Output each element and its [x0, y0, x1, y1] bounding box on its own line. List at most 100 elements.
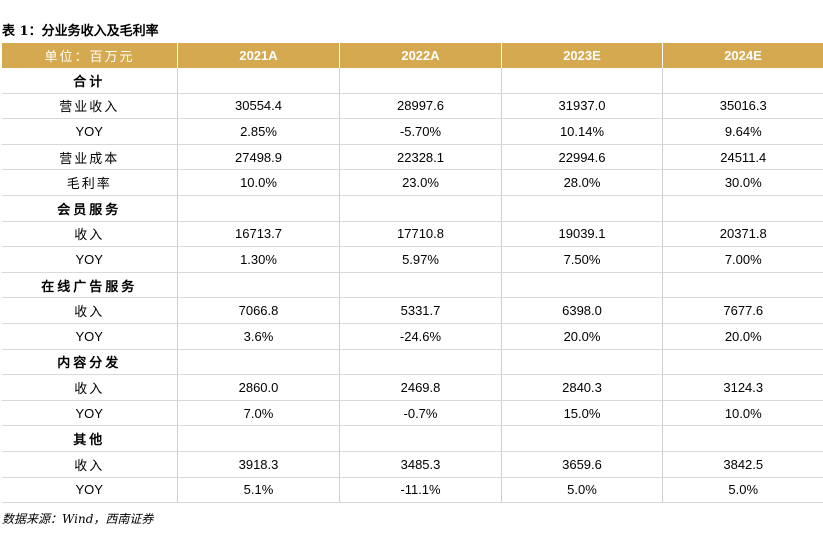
value-cell: [177, 68, 340, 94]
section-row: 内容分发: [1, 349, 823, 376]
row-label: 营业收入: [1, 93, 178, 120]
table-caption: 表 1：分业务收入及毛利率: [2, 24, 159, 39]
value-cell: [501, 68, 663, 94]
clipped-top-text: [0, 0, 823, 6]
header-row: 单位：百万元 2021A 2022A 2023E 2024E: [1, 43, 823, 68]
value-cell: [339, 195, 502, 222]
value-cell: -24.6%: [339, 323, 502, 350]
value-cell: [662, 425, 823, 452]
value-cell: 30554.4: [177, 93, 340, 120]
section-label: 会员服务: [1, 195, 178, 222]
value-cell: 7.00%: [662, 246, 823, 273]
value-cell: 22328.1: [339, 144, 502, 171]
row-label: 收入: [1, 297, 178, 324]
table-row: 收入 2860.0 2469.8 2840.3 3124.3: [1, 374, 823, 401]
section-row: 会员服务: [1, 195, 823, 222]
value-cell: 5331.7: [339, 297, 502, 324]
value-cell: 28.0%: [501, 169, 663, 196]
value-cell: 10.0%: [177, 169, 340, 196]
value-cell: [339, 425, 502, 452]
value-cell: 5.97%: [339, 246, 502, 273]
value-cell: 3659.6: [501, 451, 663, 478]
section-row: 其他: [1, 425, 823, 452]
value-cell: 20.0%: [501, 323, 663, 350]
unit-header: 单位：百万元: [1, 43, 178, 68]
value-cell: 6398.0: [501, 297, 663, 324]
value-cell: [501, 272, 663, 299]
value-cell: [339, 68, 502, 94]
value-cell: 7677.6: [662, 297, 823, 324]
section-label: 其他: [1, 425, 178, 452]
row-label: YOY: [1, 246, 178, 273]
value-cell: [662, 68, 823, 94]
row-label: YOY: [1, 118, 178, 145]
row-label: YOY: [1, 477, 178, 504]
table-row: YOY 2.85% -5.70% 10.14% 9.64%: [1, 118, 823, 145]
row-label: YOY: [1, 323, 178, 350]
value-cell: 7066.8: [177, 297, 340, 324]
value-cell: 19039.1: [501, 221, 663, 248]
table-body: 合计 营业收入 30554.4 28997.6 31937.0 35016.3 YOY 2.8…: [1, 68, 823, 504]
value-cell: 7.50%: [501, 246, 663, 273]
value-cell: [662, 272, 823, 299]
section-label: 合计: [1, 68, 178, 94]
row-label: 毛利率: [1, 169, 178, 196]
value-cell: -11.1%: [339, 477, 502, 504]
table-row: YOY 5.1% -11.1% 5.0% 5.0%: [1, 477, 823, 504]
row-label: 收入: [1, 221, 178, 248]
row-label: 营业成本: [1, 144, 178, 171]
value-cell: 10.14%: [501, 118, 663, 145]
value-cell: [177, 349, 340, 376]
section-row: 在线广告服务: [1, 272, 823, 299]
value-cell: 3.6%: [177, 323, 340, 350]
value-cell: 2840.3: [501, 374, 663, 401]
value-cell: 20371.8: [662, 221, 823, 248]
year-header: 2023E: [501, 43, 663, 68]
value-cell: [501, 349, 663, 376]
row-label: 收入: [1, 451, 178, 478]
value-cell: 3124.3: [662, 374, 823, 401]
value-cell: 3918.3: [177, 451, 340, 478]
value-cell: -0.7%: [339, 400, 502, 427]
value-cell: [339, 349, 502, 376]
table-row: 收入 3918.3 3485.3 3659.6 3842.5: [1, 451, 823, 478]
table-row: YOY 7.0% -0.7% 15.0% 10.0%: [1, 400, 823, 427]
table-row: 收入 16713.7 17710.8 19039.1 20371.8: [1, 221, 823, 248]
value-cell: [177, 195, 340, 222]
value-cell: 5.0%: [662, 477, 823, 504]
table-row: YOY 3.6% -24.6% 20.0% 20.0%: [1, 323, 823, 350]
value-cell: [177, 425, 340, 452]
value-cell: 20.0%: [662, 323, 823, 350]
section-label: 在线广告服务: [1, 272, 178, 299]
value-cell: 23.0%: [339, 169, 502, 196]
value-cell: 5.1%: [177, 477, 340, 504]
section-label: 内容分发: [1, 349, 178, 376]
year-header: 2021A: [177, 43, 340, 68]
year-header: 2024E: [662, 43, 823, 68]
value-cell: -5.70%: [339, 118, 502, 145]
table-row: 营业收入 30554.4 28997.6 31937.0 35016.3: [1, 93, 823, 120]
value-cell: [501, 425, 663, 452]
value-cell: 28997.6: [339, 93, 502, 120]
value-cell: 31937.0: [501, 93, 663, 120]
value-cell: [662, 195, 823, 222]
value-cell: [339, 272, 502, 299]
value-cell: 10.0%: [662, 400, 823, 427]
table-row: 收入 7066.8 5331.7 6398.0 7677.6: [1, 297, 823, 324]
value-cell: 9.64%: [662, 118, 823, 145]
table-row: 毛利率 10.0% 23.0% 28.0% 30.0%: [1, 169, 823, 196]
value-cell: 1.30%: [177, 246, 340, 273]
value-cell: 15.0%: [501, 400, 663, 427]
value-cell: [501, 195, 663, 222]
value-cell: 22994.6: [501, 144, 663, 171]
value-cell: 35016.3: [662, 93, 823, 120]
value-cell: 7.0%: [177, 400, 340, 427]
value-cell: 3485.3: [339, 451, 502, 478]
value-cell: 17710.8: [339, 221, 502, 248]
value-cell: [662, 349, 823, 376]
year-header: 2022A: [339, 43, 502, 68]
section-row: 合计: [1, 68, 823, 94]
value-cell: 24511.4: [662, 144, 823, 171]
value-cell: 2469.8: [339, 374, 502, 401]
table-row: 营业成本 27498.9 22328.1 22994.6 24511.4: [1, 144, 823, 171]
